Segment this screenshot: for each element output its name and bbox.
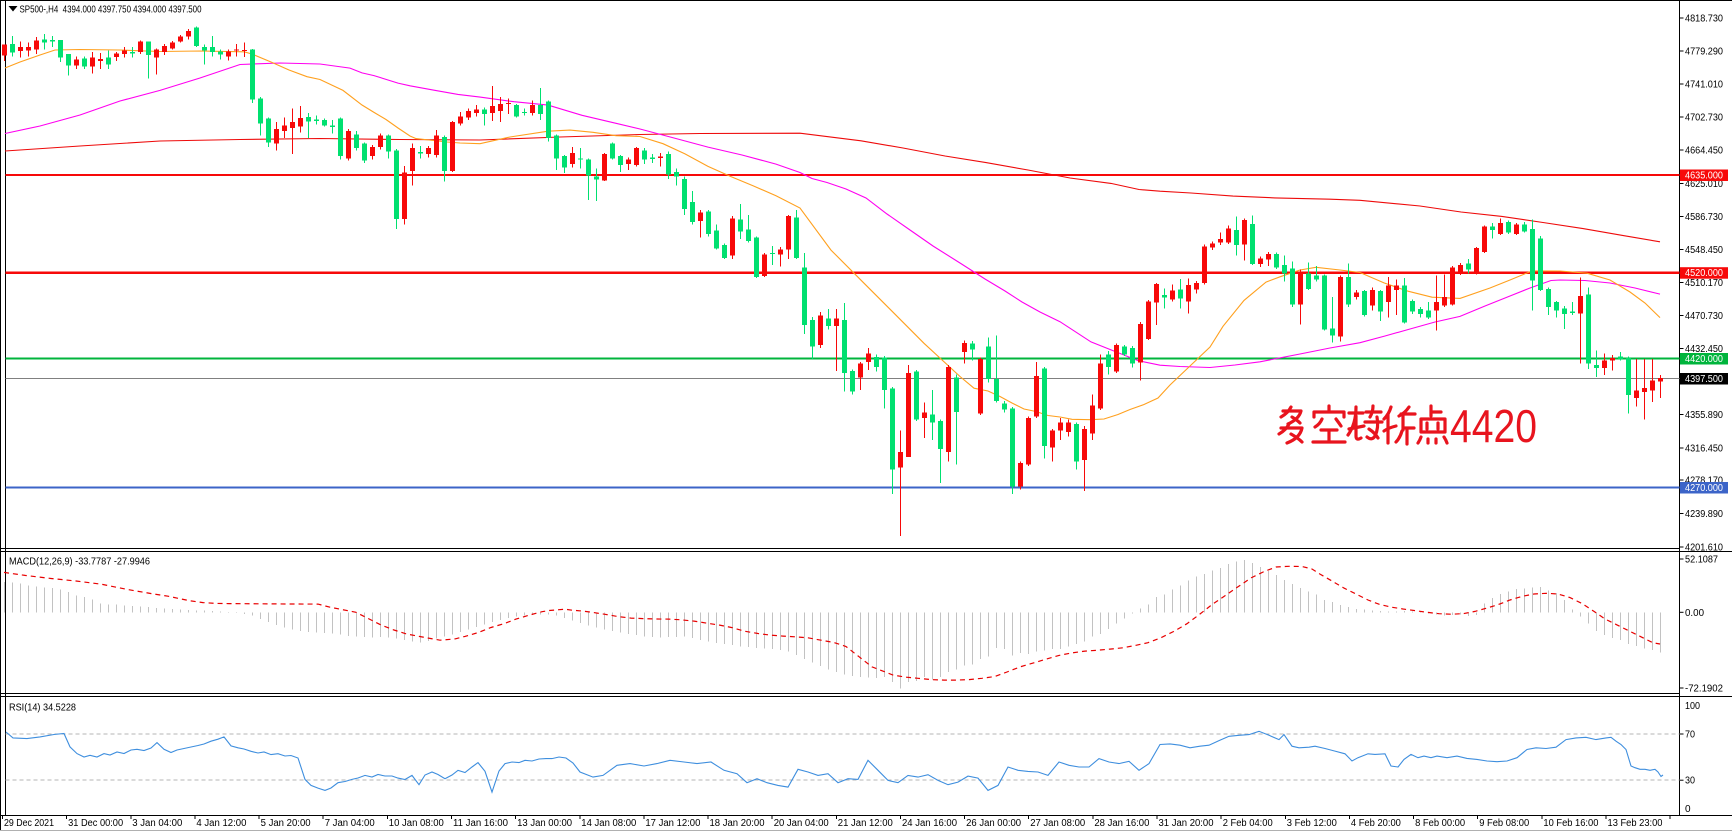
svg-text:30: 30 [1685, 776, 1695, 787]
svg-text:27 Jan 08:00: 27 Jan 08:00 [1030, 818, 1085, 829]
svg-text:4420.000: 4420.000 [1685, 354, 1723, 365]
svg-text:7 Jan 04:00: 7 Jan 04:00 [325, 818, 375, 829]
svg-text:4635.000: 4635.000 [1685, 171, 1723, 182]
svg-text:4316.450: 4316.450 [1685, 444, 1723, 455]
svg-text:4270.000: 4270.000 [1685, 483, 1723, 494]
svg-text:100: 100 [1685, 701, 1700, 712]
svg-text:31 Dec 00:00: 31 Dec 00:00 [68, 818, 123, 829]
svg-text:13 Feb 23:00: 13 Feb 23:00 [1608, 818, 1663, 829]
svg-text:4702.730: 4702.730 [1685, 112, 1723, 123]
svg-text:-72.1902: -72.1902 [1685, 684, 1723, 695]
svg-text:0.00: 0.00 [1685, 608, 1704, 619]
svg-text:4278.170: 4278.170 [1685, 476, 1723, 487]
svg-text:17 Jan 12:00: 17 Jan 12:00 [645, 818, 700, 829]
svg-text:10 Jan 08:00: 10 Jan 08:00 [389, 818, 444, 829]
svg-text:4664.450: 4664.450 [1685, 145, 1723, 156]
svg-text:SP500-,H4 4394.000 4397.750 4: SP500-,H4 4394.000 4397.750 4394.000 439… [20, 4, 202, 16]
svg-text:4741.010: 4741.010 [1685, 80, 1723, 91]
svg-text:26 Jan 00:00: 26 Jan 00:00 [966, 818, 1021, 829]
svg-text:8 Feb 00:00: 8 Feb 00:00 [1415, 818, 1465, 829]
svg-text:20 Jan 04:00: 20 Jan 04:00 [774, 818, 829, 829]
svg-text:4397.500: 4397.500 [1685, 374, 1723, 385]
svg-text:4239.890: 4239.890 [1685, 509, 1723, 520]
svg-text:4201.610: 4201.610 [1685, 543, 1723, 554]
svg-text:52.1087: 52.1087 [1685, 555, 1718, 566]
svg-text:24 Jan 16:00: 24 Jan 16:00 [902, 818, 957, 829]
svg-text:2 Feb 04:00: 2 Feb 04:00 [1223, 818, 1273, 829]
svg-text:4 Feb 20:00: 4 Feb 20:00 [1351, 818, 1401, 829]
svg-text:4510.170: 4510.170 [1685, 278, 1723, 289]
svg-text:4470.730: 4470.730 [1685, 311, 1723, 322]
svg-text:11 Jan 16:00: 11 Jan 16:00 [453, 818, 508, 829]
svg-text:4355.890: 4355.890 [1685, 410, 1723, 421]
svg-text:MACD(12,26,9) -33.7787 -27.994: MACD(12,26,9) -33.7787 -27.9946 [9, 557, 150, 568]
svg-text:4432.450: 4432.450 [1685, 344, 1723, 355]
svg-text:70: 70 [1685, 730, 1695, 741]
svg-text:3 Jan 04:00: 3 Jan 04:00 [132, 818, 182, 829]
svg-text:3 Feb 12:00: 3 Feb 12:00 [1287, 818, 1337, 829]
svg-text:RSI(14) 34.5228: RSI(14) 34.5228 [9, 703, 76, 714]
svg-text:21 Jan 12:00: 21 Jan 12:00 [838, 818, 893, 829]
svg-text:0: 0 [1685, 804, 1691, 815]
svg-text:10 Feb 16:00: 10 Feb 16:00 [1543, 818, 1598, 829]
svg-text:14 Jan 08:00: 14 Jan 08:00 [581, 818, 636, 829]
svg-text:4548.450: 4548.450 [1685, 245, 1723, 256]
svg-text:5 Jan 20:00: 5 Jan 20:00 [261, 818, 311, 829]
svg-text:4779.290: 4779.290 [1685, 47, 1723, 58]
svg-text:31 Jan 20:00: 31 Jan 20:00 [1159, 818, 1214, 829]
svg-text:4818.730: 4818.730 [1685, 14, 1723, 25]
svg-text:4420: 4420 [1450, 400, 1537, 452]
svg-text:29 Dec 2021: 29 Dec 2021 [4, 818, 54, 829]
svg-text:9 Feb 08:00: 9 Feb 08:00 [1479, 818, 1529, 829]
svg-text:4520.000: 4520.000 [1685, 268, 1723, 279]
svg-text:13 Jan 00:00: 13 Jan 00:00 [517, 818, 572, 829]
svg-text:4625.010: 4625.010 [1685, 179, 1723, 190]
svg-text:28 Jan 16:00: 28 Jan 16:00 [1094, 818, 1149, 829]
svg-text:4586.730: 4586.730 [1685, 212, 1723, 223]
svg-text:4 Jan 12:00: 4 Jan 12:00 [196, 818, 246, 829]
svg-text:18 Jan 20:00: 18 Jan 20:00 [710, 818, 765, 829]
